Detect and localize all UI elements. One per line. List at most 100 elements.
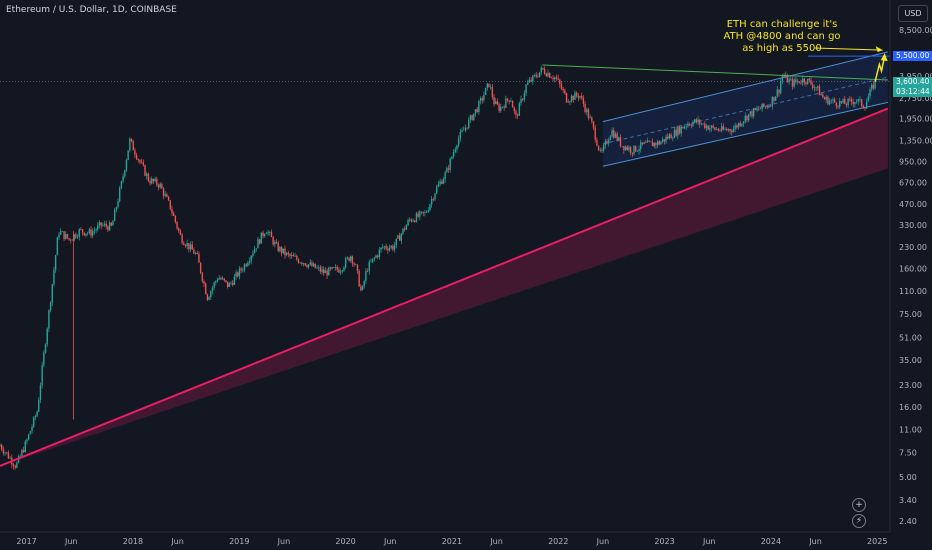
candle-body xyxy=(334,267,337,268)
candle-body xyxy=(596,139,598,146)
candle-body xyxy=(511,100,514,108)
quick-action-bolt-icon[interactable]: ⚡ xyxy=(852,514,866,528)
candle-body xyxy=(56,237,59,256)
candle-body xyxy=(687,123,689,127)
candle-body xyxy=(269,231,271,233)
candle-body xyxy=(383,246,386,247)
candle-body xyxy=(130,138,133,142)
candle-body xyxy=(145,173,148,176)
candle-body xyxy=(535,74,537,77)
candle-body xyxy=(339,271,342,273)
candle-body xyxy=(616,133,618,141)
candle-body xyxy=(257,239,259,249)
candle-body xyxy=(144,165,146,176)
candle-body xyxy=(810,80,812,85)
candle-body xyxy=(361,285,364,291)
candle-body xyxy=(393,245,396,250)
candle-body xyxy=(14,466,16,468)
candle-body xyxy=(405,225,408,230)
candle-body xyxy=(854,102,856,105)
x-tick-label: 2020 xyxy=(335,537,355,546)
candle-body xyxy=(533,74,536,76)
candle-body xyxy=(299,262,301,264)
candle-body xyxy=(638,149,640,151)
candle-body xyxy=(294,256,296,257)
candle-body xyxy=(21,450,23,456)
candle-body xyxy=(532,75,534,82)
candle-body xyxy=(237,272,239,277)
candle-body xyxy=(729,129,731,131)
candle-body xyxy=(287,252,290,255)
candle-body xyxy=(223,278,225,281)
candle-body xyxy=(151,178,153,184)
candle-body xyxy=(183,243,185,245)
x-tick-label: 2025 xyxy=(867,537,887,546)
candle-body xyxy=(70,239,72,241)
candle-body xyxy=(820,94,822,96)
time-axis[interactable]: 2017 Jun 2018 Jun 2019 Jun 2020 Jun 2021 Jun 2022 J… xyxy=(16,537,887,546)
candle-body xyxy=(149,180,151,184)
candle-body xyxy=(768,106,770,108)
candle-body xyxy=(648,140,650,142)
candle-body xyxy=(554,77,556,80)
candle-body xyxy=(267,232,269,234)
candle-body xyxy=(105,223,107,227)
candle-body xyxy=(710,125,713,129)
zoom-in-button[interactable]: + xyxy=(852,498,866,512)
candle-body xyxy=(833,99,836,103)
candle-body xyxy=(739,123,741,126)
candle-body xyxy=(193,249,195,254)
candle-body xyxy=(528,79,531,83)
candle-body xyxy=(208,296,210,300)
candle-body xyxy=(874,79,876,89)
candle-body xyxy=(505,98,507,108)
price-axis[interactable]: 8,500.00 3,950.00 2,750.00 1,950.00 1,350.00… xyxy=(899,26,932,526)
candle-body xyxy=(800,82,802,84)
y-tick-label: 16.00 xyxy=(899,403,922,412)
candle-body xyxy=(124,170,126,177)
candle-body xyxy=(186,243,188,247)
candle-body xyxy=(641,142,644,144)
candle-body xyxy=(724,129,726,130)
candle-body xyxy=(127,150,129,160)
candle-body xyxy=(75,234,77,238)
candle-body xyxy=(468,119,470,129)
currency-button[interactable]: USD xyxy=(898,5,928,22)
candle-body xyxy=(233,276,236,285)
candle-body xyxy=(215,281,217,283)
candle-body xyxy=(49,302,52,311)
y-tick-label: 230.00 xyxy=(899,243,927,252)
candle-body xyxy=(258,239,261,244)
candle-body xyxy=(611,130,613,137)
candle-body xyxy=(388,247,391,251)
candle-body xyxy=(489,86,492,88)
candle-body xyxy=(225,280,227,282)
candle-body xyxy=(581,95,583,98)
candle-body xyxy=(309,262,311,265)
candle-body xyxy=(169,200,172,210)
candle-body xyxy=(117,201,119,208)
candle-body xyxy=(307,264,310,268)
support-trendline xyxy=(0,107,889,467)
candle-body xyxy=(783,75,785,78)
candle-body xyxy=(176,221,178,229)
candle-body xyxy=(575,92,578,96)
x-tick-label: 2022 xyxy=(548,537,568,546)
candle-body xyxy=(658,141,660,145)
candle-body xyxy=(731,130,733,133)
candle-body xyxy=(376,255,379,257)
candle-body xyxy=(864,108,866,109)
candle-body xyxy=(31,426,33,432)
candle-body xyxy=(66,234,69,239)
candle-body xyxy=(555,77,558,79)
candle-body xyxy=(537,76,539,78)
candle-body xyxy=(582,97,585,105)
channel-upper-line xyxy=(602,51,888,123)
candle-body xyxy=(373,257,376,259)
candle-body xyxy=(46,328,48,345)
candle-body xyxy=(478,101,480,113)
y-tick-label: 3.40 xyxy=(899,496,917,505)
candle-body xyxy=(527,82,529,85)
candle-body xyxy=(417,213,419,217)
